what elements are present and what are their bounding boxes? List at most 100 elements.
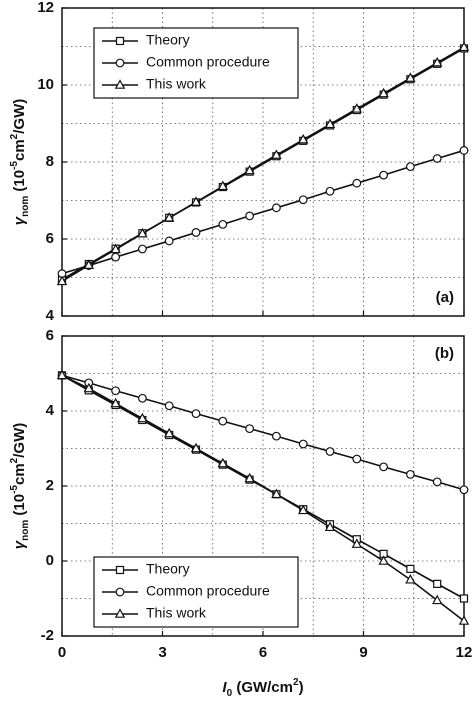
label-part: 2 [9,133,20,139]
marker-circle [379,170,389,180]
marker-circle [459,485,469,495]
series-line [61,149,465,275]
marker-triangle [244,472,255,483]
marker-circle [218,219,228,229]
y-tick-label: 8 [46,153,54,170]
marker-circle [272,431,281,441]
label-part: (10 [11,170,28,196]
y-tick-label: 0 [46,552,54,569]
label-part: 2 [293,677,299,688]
label-part: 0 [227,688,233,699]
y-tick-label: 2 [46,477,54,494]
marker-triangle [163,212,175,222]
y-tick-label: 10 [37,76,54,93]
marker-triangle [137,412,148,423]
marker-triangle [351,103,363,113]
label-part: -5 [9,485,20,494]
x-tick-label: 3 [158,644,166,661]
x-tick-label: 9 [359,644,367,661]
marker-triangle [458,615,470,625]
marker-square [406,564,415,573]
marker-circle [218,416,228,426]
panel-label: (b) [435,345,454,362]
x-tick-label: 0 [58,644,66,661]
marker-circle [137,393,147,403]
marker-triangle [110,397,121,408]
marker-triangle [351,538,363,548]
marker-circle [272,203,281,213]
y-axis-label: γnom (10-5cm2/GW) [9,99,31,225]
series-line [61,46,465,283]
marker-triangle [405,72,416,82]
label-part: cm [11,139,28,161]
panel-label: (a) [436,289,454,306]
label-part: γ [11,215,28,225]
marker-triangle [83,382,95,393]
marker-triangle [405,573,416,584]
legend: Theory Common procedure This work [93,556,299,628]
marker-circle [325,186,335,196]
label-part: -5 [9,161,20,170]
marker-triangle [83,259,95,269]
marker-triangle [137,227,148,238]
marker-circle [245,424,255,434]
marker-circle [406,469,415,479]
marker-triangle [163,427,175,438]
marker-triangle [190,196,202,206]
marker-circle [164,401,174,411]
marker-circle [432,477,442,487]
y-tick-label: 6 [46,230,54,247]
series-line [61,374,465,622]
label-part: cm [11,463,28,485]
marker-circle [137,244,147,254]
marker-triangle [217,180,229,191]
marker-triangle [324,118,336,129]
marker-circle [245,211,255,221]
marker-triangle [378,87,389,98]
marker-square [459,594,469,603]
marker-triangle [271,488,282,499]
legend-label: Common procedure [146,583,270,599]
y-tick-label: 4 [46,402,55,419]
legend-label: Common procedure [146,54,270,70]
label-part: /GW) [11,423,28,458]
legend-label: This work [146,76,207,92]
label-part: I [222,679,227,696]
legend-marker [115,565,125,575]
label-part: 2 [9,457,20,463]
marker-circle [191,228,201,237]
legend-label: Theory [146,561,190,577]
marker-circle [191,409,201,419]
marker-circle [111,386,120,396]
y-tick-label: 12 [37,0,54,16]
marker-square [433,579,442,588]
x-axis-label: I0 (GW/cm2) [222,677,303,699]
marker-circle [352,178,362,188]
marker-triangle [297,133,309,144]
marker-circle [298,195,308,205]
legend-marker [115,58,125,68]
y-tick-label: 4 [46,307,55,324]
marker-circle [379,462,389,472]
marker-triangle [110,243,121,254]
marker-circle [325,447,335,456]
legend-label: This work [146,605,207,621]
marker-circle [406,162,415,172]
marker-triangle [431,56,443,67]
legend-marker [115,36,125,46]
y-tick-label: -2 [41,627,54,644]
label-part: nom [20,520,31,541]
marker-triangle [431,594,443,605]
legend-marker [114,79,126,89]
label-part: ) [299,679,304,696]
marker-triangle [378,555,389,565]
label-part: (10 [11,494,28,520]
marker-triangle [458,41,470,52]
x-tick-label: 12 [456,644,473,661]
marker-circle [111,252,120,262]
y-axis-label: γnom (10-5cm2/GW) [9,423,31,549]
label-part: γ [11,539,28,549]
marker-triangle [56,275,68,286]
marker-triangle [324,521,336,532]
marker-triangle [190,442,202,453]
